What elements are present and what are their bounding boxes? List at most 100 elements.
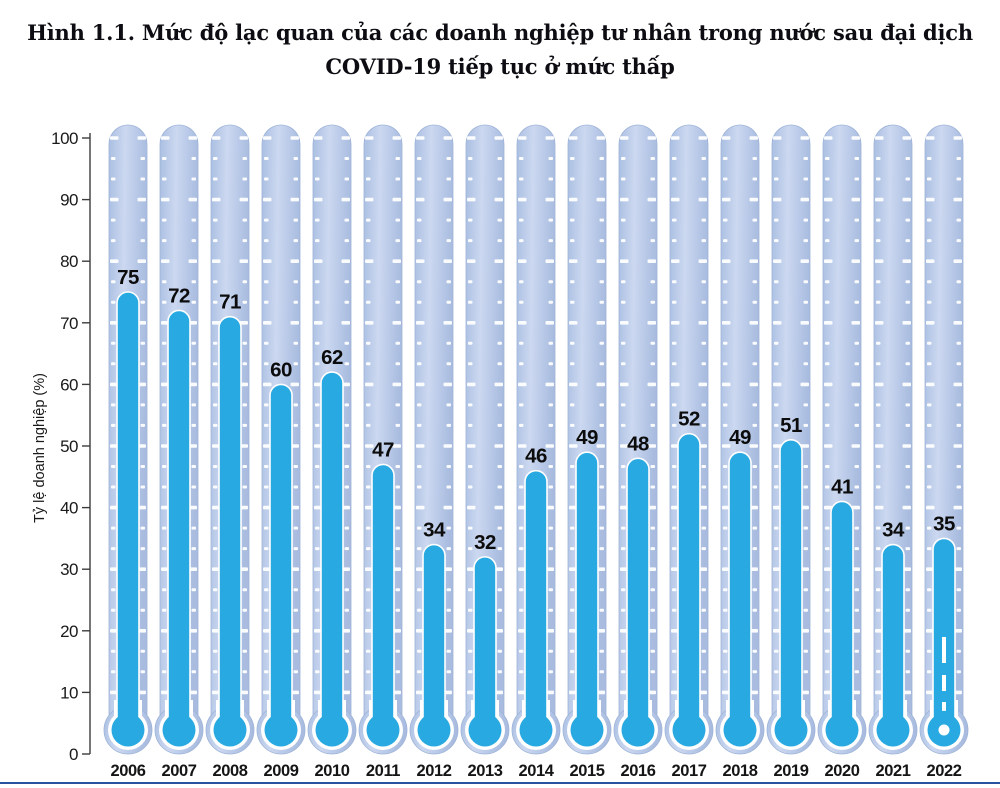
scale-minor-dot	[650, 403, 655, 407]
scale-minor-dot	[570, 485, 575, 489]
scale-minor-dot	[497, 526, 502, 530]
scale-minor-dot	[162, 608, 167, 612]
scale-major-dash	[341, 136, 350, 140]
scale-minor-dot	[497, 157, 502, 160]
scale-minor-dot	[876, 423, 881, 427]
scale-minor-dot	[825, 403, 830, 407]
scale-major-dash	[443, 505, 452, 510]
scale-major-dash	[110, 259, 119, 263]
scale-minor-dot	[140, 485, 145, 489]
scale-minor-dot	[854, 423, 859, 427]
thermometer-mercury-column	[269, 383, 293, 731]
scale-minor-dot	[905, 649, 910, 653]
scale-minor-dot	[774, 403, 779, 407]
scale-major-dash	[824, 382, 833, 387]
scale-minor-dot	[242, 341, 247, 345]
scale-minor-dot	[162, 670, 167, 674]
scale-major-dash	[110, 136, 119, 140]
scale-minor-dot	[264, 485, 269, 489]
scale-major-dash	[212, 259, 221, 263]
scale-minor-dot	[701, 526, 706, 530]
scale-minor-dot	[548, 280, 553, 284]
scale-minor-dot	[774, 300, 779, 304]
scale-major-dash	[161, 136, 170, 140]
scale-minor-dot	[191, 280, 196, 284]
scale-minor-dot	[446, 177, 451, 181]
scale-minor-dot	[752, 547, 757, 551]
scale-minor-dot	[621, 649, 626, 653]
scale-minor-dot	[213, 280, 218, 284]
scale-minor-dot	[417, 403, 422, 407]
scale-minor-dot	[876, 547, 881, 551]
thermometer-bulb-fill	[315, 713, 349, 747]
scale-minor-dot	[548, 547, 553, 551]
scale-minor-dot	[825, 670, 830, 674]
scale-minor-dot	[701, 608, 706, 612]
scale-minor-dot	[293, 239, 298, 243]
scale-minor-dot	[599, 485, 604, 489]
scale-major-dash	[467, 321, 476, 325]
scale-minor-dot	[264, 547, 269, 551]
scale-minor-dot	[548, 588, 553, 592]
scale-minor-dot	[876, 670, 881, 674]
scale-minor-dot	[621, 403, 626, 407]
scale-minor-dot	[191, 423, 196, 427]
scale-minor-dot	[701, 239, 706, 243]
scale-minor-dot	[803, 649, 808, 653]
scale-minor-dot	[366, 218, 371, 222]
scale-minor-dot	[570, 670, 575, 674]
year-label: 2020	[824, 762, 859, 780]
scale-minor-dot	[905, 239, 910, 243]
scale-major-dash	[620, 259, 629, 263]
scale-minor-dot	[264, 465, 269, 468]
scale-minor-dot	[395, 526, 400, 530]
scale-minor-dot	[927, 403, 932, 407]
scale-minor-dot	[672, 547, 677, 551]
thermometer-scale-marks	[569, 136, 605, 695]
scale-minor-dot	[927, 239, 932, 243]
scale-minor-dot	[752, 526, 757, 530]
scale-minor-dot	[723, 362, 728, 366]
scale-minor-dot	[774, 547, 779, 551]
scale-major-dash	[800, 382, 809, 387]
scale-minor-dot	[446, 218, 451, 222]
scale-minor-dot	[548, 670, 553, 674]
thermometer-bulb-fill	[672, 713, 706, 747]
scale-major-dash	[596, 321, 605, 325]
scale-minor-dot	[803, 670, 808, 674]
scale-minor-dot	[446, 465, 451, 468]
scale-minor-dot	[446, 403, 451, 407]
scale-minor-dot	[395, 341, 400, 345]
scale-minor-dot	[213, 608, 218, 612]
scale-major-dash	[494, 444, 503, 448]
scale-minor-dot	[242, 547, 247, 551]
scale-minor-dot	[417, 465, 422, 468]
scale-minor-dot	[162, 341, 167, 345]
year-label: 2017	[671, 762, 706, 780]
scale-minor-dot	[854, 670, 859, 674]
scale-minor-dot	[446, 239, 451, 243]
year-label: 2008	[212, 762, 247, 780]
scale-minor-dot	[395, 465, 400, 468]
scale-minor-dot	[111, 280, 116, 284]
scale-minor-dot	[599, 465, 604, 468]
scale-minor-dot	[723, 341, 728, 345]
scale-major-dash	[722, 444, 731, 448]
thermometer-bulb-fill	[213, 713, 247, 747]
scale-minor-dot	[191, 218, 196, 222]
scale-major-dash	[239, 197, 248, 202]
scale-minor-dot	[315, 157, 320, 160]
figure-title-line1: Hình 1.1. Mức độ lạc quan của các doanh …	[27, 20, 973, 45]
scale-major-dash	[824, 505, 833, 510]
scale-major-dash	[671, 382, 680, 387]
scale-minor-dot	[344, 341, 349, 345]
scale-minor-dot	[723, 526, 728, 530]
scale-minor-dot	[468, 157, 473, 160]
scale-minor-dot	[140, 649, 145, 653]
scale-major-dash	[926, 259, 935, 263]
scale-minor-dot	[344, 362, 349, 366]
scale-major-dash	[392, 197, 401, 202]
scale-minor-dot	[701, 423, 706, 427]
scale-minor-dot	[162, 300, 167, 304]
value-label: 71	[219, 291, 241, 314]
